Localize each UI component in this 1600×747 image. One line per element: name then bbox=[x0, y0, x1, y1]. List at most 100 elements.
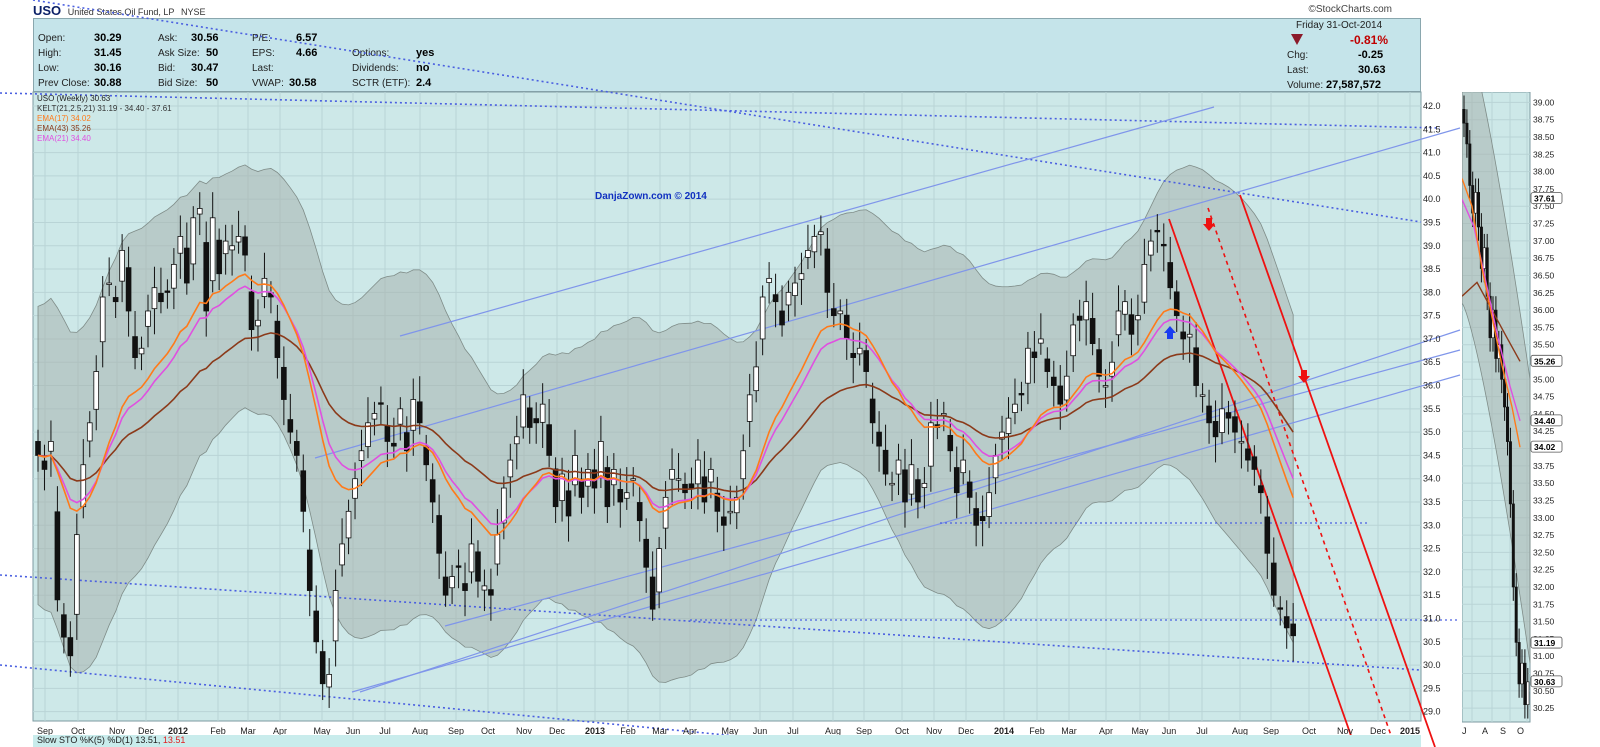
x-tick-label: Oct bbox=[481, 726, 496, 736]
candle-body bbox=[449, 576, 455, 589]
inset-candle-body bbox=[1523, 662, 1527, 705]
y-axis: 29.0 29.5 30.0 30.5 31.0 31.5 32.0 32.5 33.0 33.5… bbox=[1423, 101, 1441, 717]
inset-candle-body bbox=[1462, 109, 1466, 124]
candle-body bbox=[378, 402, 384, 405]
candles bbox=[35, 192, 1296, 708]
y-tick-label: 33.5 bbox=[1423, 497, 1441, 507]
quote-label: Volume: bbox=[1287, 80, 1324, 91]
candle-body bbox=[1076, 315, 1083, 321]
signal-arrow bbox=[1203, 218, 1215, 231]
candle-body bbox=[35, 441, 41, 456]
candle-body bbox=[1148, 240, 1154, 256]
candle-body bbox=[1005, 417, 1012, 434]
signal-arrows bbox=[1164, 218, 1310, 383]
candle-body bbox=[1109, 361, 1115, 377]
candle-body bbox=[229, 245, 235, 251]
ema17-line bbox=[37, 273, 1294, 536]
y-tick-label: 29.5 bbox=[1423, 683, 1441, 693]
candle-body bbox=[125, 267, 132, 312]
inset-y-tick-label: 33.50 bbox=[1533, 478, 1555, 488]
candle-body bbox=[1141, 263, 1148, 303]
candle-body bbox=[1154, 229, 1161, 233]
y-tick-label: 41.5 bbox=[1423, 124, 1441, 134]
candle-body bbox=[1038, 338, 1044, 344]
candle-body bbox=[1283, 616, 1290, 629]
fund-name: United States Oil Fund, LP bbox=[67, 7, 175, 17]
x-tick-label: Feb bbox=[620, 726, 636, 736]
candle-body bbox=[1089, 318, 1096, 345]
candle-body bbox=[526, 407, 533, 428]
quote-value: 30.56 bbox=[191, 32, 219, 44]
candle-body bbox=[306, 549, 313, 591]
candle-body bbox=[798, 273, 805, 280]
inset-value-marker bbox=[1530, 636, 1563, 649]
candle-body bbox=[365, 422, 371, 447]
candle-body bbox=[242, 236, 248, 256]
candle-body bbox=[481, 585, 488, 591]
x-tick-label: Jul bbox=[379, 726, 391, 736]
inset-candle-body bbox=[1465, 122, 1469, 145]
y-tick-label: 32.0 bbox=[1423, 567, 1441, 577]
inset-value-marker bbox=[1530, 675, 1563, 688]
candle-body bbox=[604, 467, 611, 508]
inset-y-tick-label: 37.75 bbox=[1533, 184, 1555, 194]
candle-body bbox=[1225, 412, 1232, 419]
indicator-label: Slow STO %K(5) %D(1) 13.51, bbox=[37, 735, 163, 745]
candle-body bbox=[837, 310, 844, 315]
x-tick-label: Jul bbox=[787, 726, 799, 736]
candle-body bbox=[455, 565, 462, 568]
x-tick-label: Dec bbox=[1370, 726, 1387, 736]
candle-body bbox=[442, 576, 449, 596]
inset-y-tick-label: 35.00 bbox=[1533, 374, 1555, 384]
candle-body bbox=[1206, 405, 1212, 424]
y-tick-label: 30.0 bbox=[1423, 660, 1441, 670]
inset-value-marker-label: 35.26 bbox=[1534, 356, 1556, 366]
inset-x-tick-label: S bbox=[1500, 726, 1506, 736]
x-tick-label: Nov bbox=[109, 726, 126, 736]
quote-value: 2.4 bbox=[416, 77, 432, 89]
candle-body bbox=[345, 510, 352, 539]
x-tick-label: Aug bbox=[412, 726, 428, 736]
legend-item: USO (Weekly) 30.63 bbox=[37, 94, 111, 103]
candle-body bbox=[416, 401, 423, 424]
inset-candle-body bbox=[1514, 586, 1518, 643]
quote-value: 31.45 bbox=[94, 47, 122, 59]
y-tick-label: 40.5 bbox=[1423, 171, 1441, 181]
candle-body bbox=[585, 468, 591, 487]
red-trendline bbox=[1239, 194, 1436, 747]
candle-body bbox=[1167, 262, 1174, 289]
y-tick-label: 30.5 bbox=[1423, 637, 1441, 647]
candle-body bbox=[1219, 408, 1225, 433]
candle-body bbox=[287, 419, 294, 433]
candle-body bbox=[1290, 623, 1296, 637]
inset-candle-body bbox=[1526, 681, 1530, 705]
x-tick-label: Sep bbox=[1263, 726, 1279, 736]
x-tick-label: May bbox=[721, 726, 739, 736]
candle-body bbox=[669, 468, 675, 480]
quote-value: no bbox=[416, 62, 430, 74]
candle-body bbox=[48, 441, 54, 452]
quote-label: Dividends: bbox=[352, 63, 399, 74]
quote-label: SCTR (ETF): bbox=[352, 78, 411, 89]
channel-line bbox=[444, 349, 1461, 627]
inset-y-tick-label: 37.50 bbox=[1533, 201, 1555, 211]
candle-body bbox=[1193, 347, 1199, 386]
x-tick-label: Apr bbox=[1099, 726, 1113, 736]
candle-body bbox=[941, 413, 947, 416]
quote-label: Bid Size: bbox=[158, 78, 198, 89]
candle-body bbox=[973, 508, 979, 526]
candle-body bbox=[403, 432, 410, 452]
candle-body bbox=[358, 450, 365, 461]
quote-panel: Open: 30.29 High: 31.45 Low: 30.16 Prev … bbox=[33, 18, 1421, 92]
candle-body bbox=[805, 250, 811, 258]
candle-body bbox=[915, 479, 921, 503]
quote-value: 30.16 bbox=[94, 62, 122, 74]
quote-date: Friday 31-Oct-2014 bbox=[1296, 20, 1383, 31]
candle-body bbox=[895, 459, 902, 475]
candle-body bbox=[863, 350, 869, 372]
candle-body bbox=[67, 637, 74, 657]
candle-body bbox=[960, 459, 967, 474]
x-tick-label: Mar bbox=[652, 726, 668, 736]
candle-body bbox=[119, 250, 125, 282]
candle-body bbox=[701, 476, 708, 503]
